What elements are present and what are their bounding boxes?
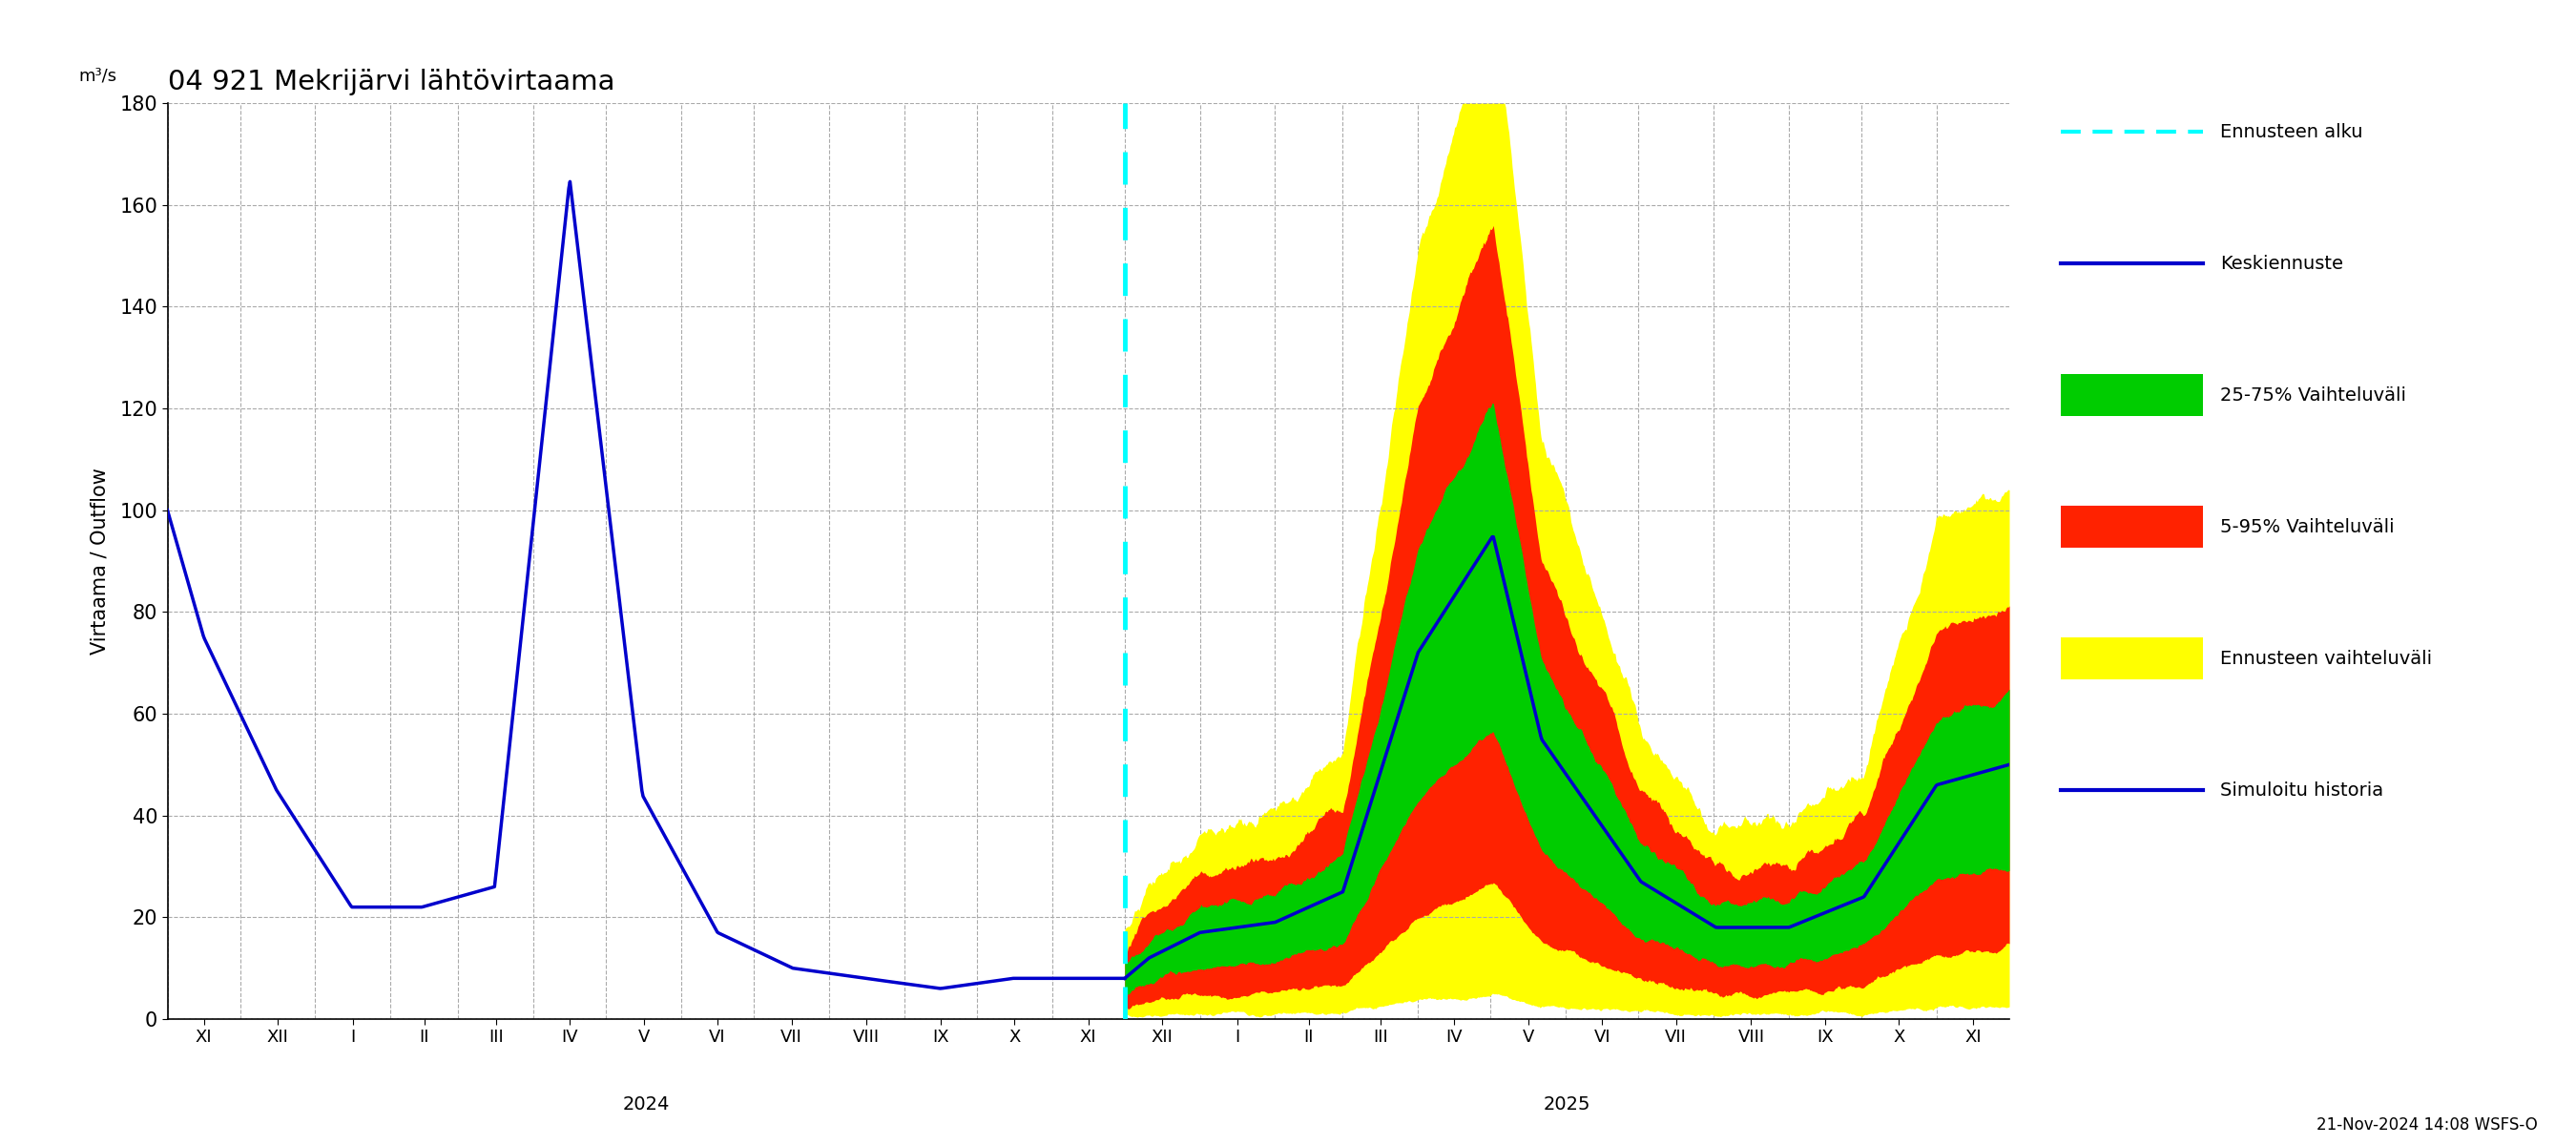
Text: Keskiennuste: Keskiennuste (2221, 254, 2344, 273)
Text: 2024: 2024 (623, 1096, 670, 1113)
Text: 04 921 Mekrijärvi lähtövirtaama: 04 921 Mekrijärvi lähtövirtaama (167, 69, 616, 95)
Text: Ennusteen vaihteluväli: Ennusteen vaihteluväli (2221, 649, 2432, 668)
Text: m³/s: m³/s (80, 68, 118, 85)
Text: 21-Nov-2024 14:08 WSFS-O: 21-Nov-2024 14:08 WSFS-O (2316, 1116, 2537, 1134)
Y-axis label: Virtaama / Outflow: Virtaama / Outflow (90, 467, 108, 655)
Text: 25-75% Vaihteluväli: 25-75% Vaihteluväli (2221, 386, 2406, 404)
Text: Ennusteen alku: Ennusteen alku (2221, 123, 2362, 141)
Text: Simuloitu historia: Simuloitu historia (2221, 781, 2383, 799)
Text: 2025: 2025 (1543, 1096, 1589, 1113)
Text: 5-95% Vaihteluväli: 5-95% Vaihteluväli (2221, 518, 2396, 536)
